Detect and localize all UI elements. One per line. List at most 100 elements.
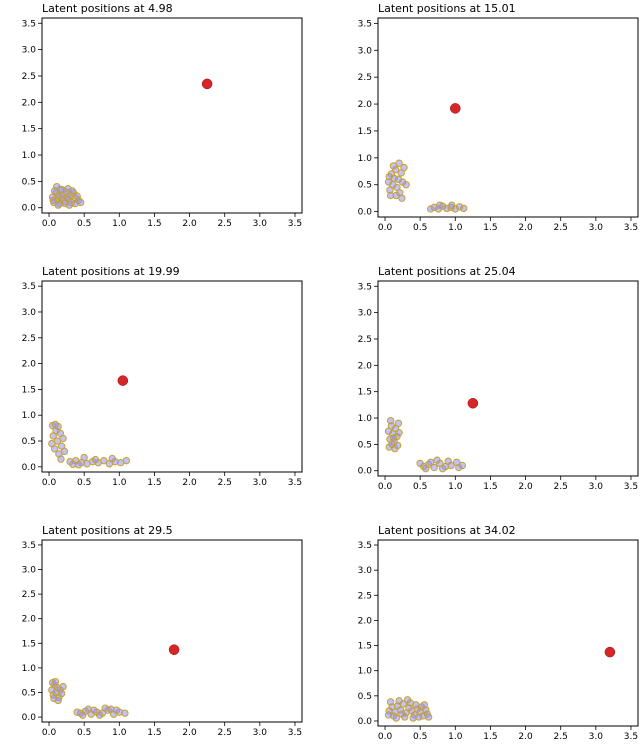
svg-text:1.0: 1.0: [22, 411, 37, 421]
svg-text:0.0: 0.0: [358, 467, 373, 477]
svg-text:3.0: 3.0: [589, 223, 604, 233]
svg-text:2.5: 2.5: [554, 223, 568, 233]
svg-text:0.5: 0.5: [413, 223, 427, 233]
svg-text:3.5: 3.5: [22, 541, 36, 551]
svg-text:2.0: 2.0: [182, 219, 197, 229]
svg-text:2.0: 2.0: [358, 100, 373, 110]
svg-text:3.0: 3.0: [589, 482, 604, 492]
svg-text:2.0: 2.0: [22, 615, 37, 625]
svg-text:2.5: 2.5: [554, 482, 568, 492]
svg-text:1.5: 1.5: [358, 642, 372, 652]
panel-svg: 0.00.51.01.52.02.53.03.50.00.51.01.52.02…: [8, 528, 308, 742]
svg-text:1.5: 1.5: [22, 639, 36, 649]
svg-text:0.5: 0.5: [413, 732, 427, 742]
svg-text:0.5: 0.5: [358, 181, 372, 191]
svg-text:2.5: 2.5: [22, 334, 36, 344]
svg-text:1.0: 1.0: [112, 728, 127, 738]
svg-text:2.0: 2.0: [22, 98, 37, 108]
svg-text:1.5: 1.5: [358, 388, 372, 398]
svg-text:0.5: 0.5: [413, 482, 427, 492]
svg-text:1.5: 1.5: [147, 728, 161, 738]
svg-text:1.0: 1.0: [22, 151, 37, 161]
svg-text:0.5: 0.5: [22, 177, 36, 187]
svg-text:0.0: 0.0: [358, 717, 373, 727]
svg-text:1.5: 1.5: [147, 478, 161, 488]
svg-text:2.5: 2.5: [358, 591, 372, 601]
panel-svg: 0.00.51.01.52.02.53.03.50.00.51.01.52.02…: [344, 6, 640, 237]
panel-title: Latent positions at 4.98: [42, 2, 173, 15]
svg-text:2.5: 2.5: [554, 732, 568, 742]
svg-text:1.0: 1.0: [448, 732, 463, 742]
svg-text:3.5: 3.5: [624, 732, 638, 742]
svg-text:3.0: 3.0: [253, 478, 268, 488]
svg-text:0.0: 0.0: [42, 478, 57, 488]
svg-text:3.0: 3.0: [589, 732, 604, 742]
svg-text:0.0: 0.0: [42, 728, 57, 738]
svg-text:1.5: 1.5: [483, 482, 497, 492]
svg-text:0.5: 0.5: [77, 219, 91, 229]
svg-text:2.0: 2.0: [518, 482, 533, 492]
svg-text:2.5: 2.5: [358, 73, 372, 83]
svg-text:0.0: 0.0: [22, 713, 37, 723]
svg-text:0.5: 0.5: [358, 440, 372, 450]
svg-text:0.5: 0.5: [22, 437, 36, 447]
svg-text:1.5: 1.5: [483, 732, 497, 742]
panel-1: Latent positions at 15.01 0.00.51.01.52.…: [344, 6, 640, 241]
svg-text:1.0: 1.0: [448, 482, 463, 492]
panel-title: Latent positions at 25.04: [378, 265, 516, 278]
svg-text:1.5: 1.5: [147, 219, 161, 229]
panel-title: Latent positions at 15.01: [378, 2, 516, 15]
svg-text:0.0: 0.0: [378, 482, 393, 492]
svg-text:3.5: 3.5: [358, 541, 372, 551]
svg-text:1.0: 1.0: [358, 414, 373, 424]
svg-text:2.0: 2.0: [182, 478, 197, 488]
svg-text:1.5: 1.5: [483, 223, 497, 233]
panel-title: Latent positions at 34.02: [378, 524, 516, 537]
svg-text:1.0: 1.0: [112, 219, 127, 229]
svg-text:1.0: 1.0: [112, 478, 127, 488]
panel-5: Latent positions at 34.02 0.00.51.01.52.…: [344, 528, 640, 750]
svg-text:3.0: 3.0: [22, 46, 37, 56]
svg-text:2.5: 2.5: [218, 728, 232, 738]
svg-text:3.5: 3.5: [22, 282, 36, 292]
panel-3: Latent positions at 25.04 0.00.51.01.52.…: [344, 269, 640, 500]
svg-text:2.0: 2.0: [182, 728, 197, 738]
svg-text:0.0: 0.0: [378, 732, 393, 742]
svg-text:1.5: 1.5: [22, 385, 36, 395]
svg-text:3.0: 3.0: [253, 219, 268, 229]
svg-text:3.0: 3.0: [22, 566, 37, 576]
svg-text:0.0: 0.0: [22, 204, 37, 214]
svg-text:2.0: 2.0: [518, 223, 533, 233]
svg-text:2.5: 2.5: [358, 335, 372, 345]
panel-svg: 0.00.51.01.52.02.53.03.50.00.51.01.52.02…: [344, 528, 640, 746]
svg-text:3.0: 3.0: [358, 309, 373, 319]
panel-title: Latent positions at 19.99: [42, 265, 180, 278]
svg-text:3.5: 3.5: [288, 728, 302, 738]
svg-text:2.0: 2.0: [358, 361, 373, 371]
svg-text:0.5: 0.5: [77, 728, 91, 738]
subplot-grid: Latent positions at 4.98 0.0 0.5 1.0 1.5 2.0…: [0, 0, 640, 746]
svg-text:0.0: 0.0: [42, 219, 57, 229]
svg-text:2.5: 2.5: [218, 478, 232, 488]
svg-text:3.5: 3.5: [22, 19, 36, 29]
panel-4: Latent positions at 29.5 0.00.51.01.52.0…: [8, 528, 308, 750]
svg-text:0.0: 0.0: [358, 208, 373, 218]
svg-text:3.0: 3.0: [253, 728, 268, 738]
svg-text:2.5: 2.5: [22, 72, 36, 82]
panel-title: Latent positions at 29.5: [42, 524, 173, 537]
svg-text:2.5: 2.5: [218, 219, 232, 229]
panel-2: Latent positions at 19.99 0.00.51.01.52.…: [8, 269, 308, 500]
svg-text:1.5: 1.5: [358, 127, 372, 137]
svg-text:3.0: 3.0: [358, 566, 373, 576]
svg-text:1.5: 1.5: [22, 125, 36, 135]
svg-text:3.0: 3.0: [22, 308, 37, 318]
panel-svg: 0.00.51.01.52.02.53.03.50.00.51.01.52.02…: [344, 269, 640, 496]
svg-text:3.5: 3.5: [358, 19, 372, 29]
svg-text:0.5: 0.5: [358, 692, 372, 702]
svg-text:1.0: 1.0: [22, 664, 37, 674]
svg-text:1.0: 1.0: [358, 154, 373, 164]
svg-text:3.0: 3.0: [358, 46, 373, 56]
svg-text:2.0: 2.0: [518, 732, 533, 742]
svg-text:2.0: 2.0: [22, 360, 37, 370]
svg-text:1.0: 1.0: [448, 223, 463, 233]
